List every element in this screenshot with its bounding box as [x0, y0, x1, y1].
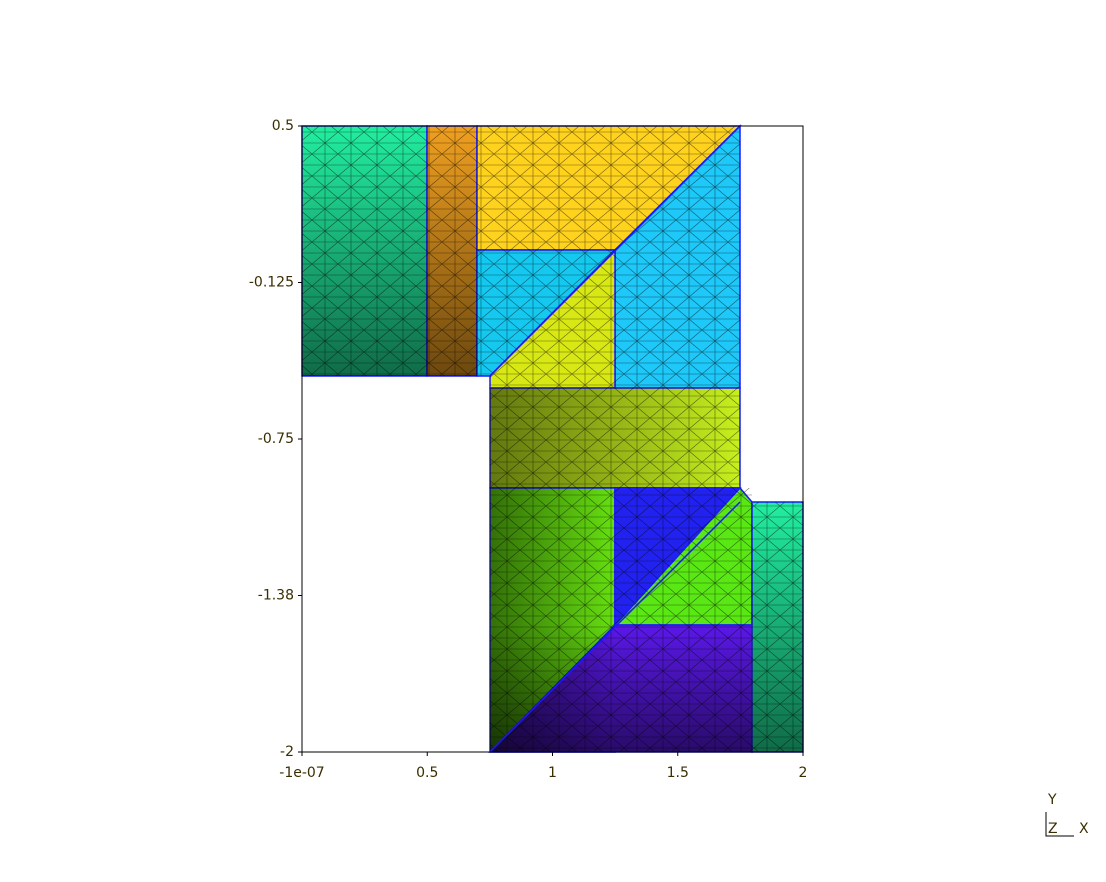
y-tick-label: -2	[280, 744, 294, 760]
x-tick-label: 1.5	[667, 765, 689, 781]
triad-y: Y	[1047, 792, 1057, 808]
mesh-regions	[301, 124, 804, 753]
triad-x: X	[1079, 821, 1089, 837]
y-tick-label: -0.75	[258, 431, 294, 447]
axes-triad: Y Z X	[1045, 792, 1089, 837]
x-tick-label: 1	[548, 765, 557, 781]
x-tick-label: -1e-07	[279, 765, 324, 781]
triad-z: Z	[1048, 821, 1058, 837]
y-tick-label: 0.5	[272, 118, 294, 134]
x-tick-label: 2	[799, 765, 808, 781]
x-tick-label: 0.5	[416, 765, 438, 781]
y-tick-label: -1.38	[258, 588, 294, 604]
y-tick-label: -0.125	[249, 275, 294, 291]
